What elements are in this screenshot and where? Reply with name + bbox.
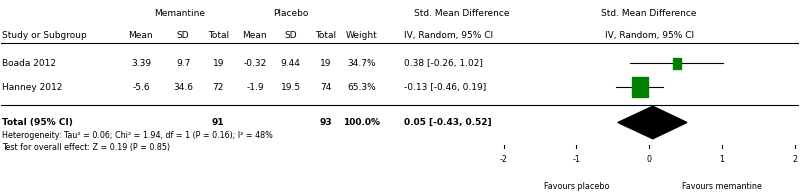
Text: Std. Mean Difference: Std. Mean Difference [602,9,697,18]
Text: 91: 91 [212,118,225,127]
Text: Memantine: Memantine [154,9,205,18]
Text: 3.39: 3.39 [131,59,151,68]
Text: 34.6: 34.6 [173,83,193,92]
Text: SD: SD [285,31,297,40]
Text: 0.38 [-0.26, 1.02]: 0.38 [-0.26, 1.02] [404,59,483,68]
Text: -1: -1 [573,155,580,164]
Text: 19: 19 [213,59,224,68]
Text: 100.0%: 100.0% [343,118,380,127]
Text: -1.9: -1.9 [246,83,264,92]
Text: -0.13 [-0.46, 0.19]: -0.13 [-0.46, 0.19] [404,83,486,92]
Text: 9.7: 9.7 [176,59,190,68]
FancyBboxPatch shape [673,58,681,69]
Text: IV, Random, 95% CI: IV, Random, 95% CI [605,31,694,40]
Text: Test for overall effect: Z = 0.19 (P = 0.85): Test for overall effect: Z = 0.19 (P = 0… [2,143,170,152]
Text: Favours memantine: Favours memantine [682,182,762,191]
Text: -5.6: -5.6 [132,83,150,92]
Text: 93: 93 [319,118,332,127]
Text: 74: 74 [320,83,331,92]
Text: 0.05 [-0.43, 0.52]: 0.05 [-0.43, 0.52] [404,118,492,127]
Text: Study or Subgroup: Study or Subgroup [2,31,87,40]
Text: Mean: Mean [129,31,154,40]
Text: 9.44: 9.44 [281,59,301,68]
Text: 34.7%: 34.7% [347,59,376,68]
Text: Std. Mean Difference: Std. Mean Difference [414,9,510,18]
Text: 1: 1 [719,155,724,164]
Text: 72: 72 [213,83,224,92]
Text: Total (95% CI): Total (95% CI) [2,118,73,127]
Text: 65.3%: 65.3% [347,83,376,92]
Text: 19.5: 19.5 [281,83,301,92]
Text: Mean: Mean [242,31,267,40]
Text: Favours placebo: Favours placebo [544,182,609,191]
Text: Placebo: Placebo [273,9,308,18]
Text: -0.32: -0.32 [243,59,266,68]
Text: -2: -2 [500,155,508,164]
Text: Total: Total [315,31,337,40]
FancyBboxPatch shape [632,77,648,97]
Text: Weight: Weight [346,31,378,40]
Text: 19: 19 [320,59,332,68]
Text: Hanney 2012: Hanney 2012 [2,83,62,92]
Text: Heterogeneity: Tau² = 0.06; Chi² = 1.94, df = 1 (P = 0.16); I² = 48%: Heterogeneity: Tau² = 0.06; Chi² = 1.94,… [2,131,273,140]
Text: SD: SD [177,31,190,40]
Polygon shape [618,106,687,139]
Text: Boada 2012: Boada 2012 [2,59,56,68]
Text: 0: 0 [646,155,652,164]
Text: 2: 2 [792,155,797,164]
Text: Total: Total [208,31,229,40]
Text: IV, Random, 95% CI: IV, Random, 95% CI [404,31,493,40]
